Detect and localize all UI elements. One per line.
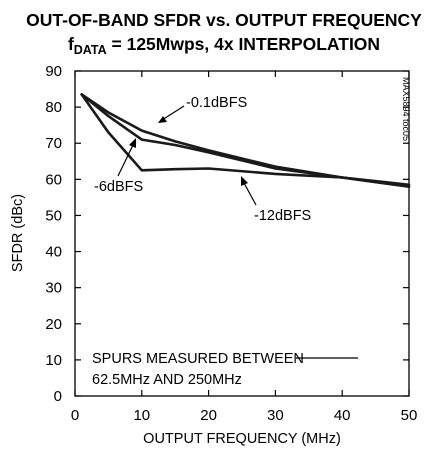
series-lines [80, 93, 411, 188]
part-code-label: MAX5894 toc05 [401, 77, 411, 141]
chart-title-rest: = 125Mwps, 4x INTERPOLATION [107, 34, 380, 54]
y-tick-label: 0 [54, 388, 62, 405]
series-label-12dbfs-pointer [243, 182, 257, 206]
series-line-2 [80, 93, 411, 188]
series-label-12dbfs: -12dBFS [254, 208, 311, 224]
y-tick-label: 20 [45, 316, 62, 333]
series-label-6dbfs-pointer [117, 144, 134, 177]
y-tick-label: 50 [45, 207, 62, 224]
y-axis-label: SFDR (dBc) [10, 194, 26, 272]
y-tick-label: 40 [45, 244, 62, 261]
y-tick-label: 80 [45, 99, 62, 116]
note-line1: SPURS MEASURED BETWEEN [92, 351, 304, 367]
series-label-6dbfs-arrowhead [129, 138, 136, 148]
chart-title-subscript: DATA [74, 43, 107, 57]
y-tick-label: 60 [45, 171, 62, 188]
y-tick-label: 10 [45, 352, 62, 369]
chart-title-line2: fDATA = 125Mwps, 4x INTERPOLATION [68, 34, 380, 57]
chart-title-f: f [68, 34, 74, 54]
y-tick-label: 70 [45, 135, 62, 152]
x-tick-label: 0 [71, 407, 79, 424]
axis-ticks [74, 70, 410, 397]
series-label-6dbfs: -6dBFS [94, 179, 143, 195]
y-tick-label: 30 [45, 280, 62, 297]
x-tick-label: 20 [200, 407, 217, 424]
chart-title-line1: OUT-OF-BAND SFDR vs. OUTPUT FREQUENCY [26, 10, 422, 30]
x-tick-label: 40 [334, 407, 351, 424]
plot-frame [74, 70, 410, 397]
series-label-12dbfs-arrowhead [241, 176, 248, 186]
series-label-0.1dbfs-arrowhead [158, 116, 167, 123]
x-tick-label: 30 [267, 407, 284, 424]
y-tick-label: 90 [45, 63, 62, 80]
note-line2: 62.5MHz AND 250MHz [92, 372, 242, 388]
series-label-0.1dbfs-pointer [161, 105, 185, 121]
axis-tick-labels: 0 10 20 30 40 50 0 10 20 30 40 50 60 70 80 90 [45, 63, 417, 424]
x-tick-label: 50 [401, 407, 418, 424]
x-axis-label: OUTPUT FREQUENCY (MHz) [143, 431, 341, 447]
x-tick-label: 10 [133, 407, 150, 424]
series-label-0.1dbfs: -0.1dBFS [186, 95, 247, 111]
